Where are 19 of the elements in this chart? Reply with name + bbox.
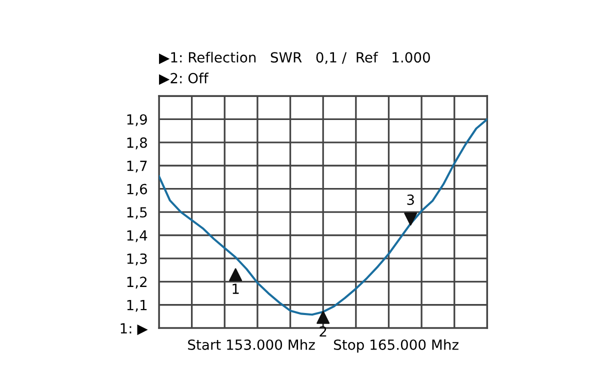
y-tick-label: 1,1 xyxy=(127,300,147,312)
point xyxy=(404,212,418,226)
annotation: 1 xyxy=(232,284,239,294)
annotation: 2 xyxy=(320,326,326,337)
x-axis-title: Start 153.000 Mhz Stop 165.000 Mhz xyxy=(188,339,458,353)
point xyxy=(229,268,242,282)
y-tick-label: 1,6 xyxy=(127,184,148,196)
y-tick-label: 1,8 xyxy=(127,137,147,150)
annotation: 3 xyxy=(407,194,414,205)
chart-subtitle: ▶2: Off xyxy=(159,72,209,85)
y-tick-label: 1,4 xyxy=(127,230,148,242)
y-tick-label: 1: ▶ xyxy=(120,323,148,336)
y-tick-label: 1,9 xyxy=(127,114,147,126)
point xyxy=(316,310,330,324)
y-tick-label: 1,3 xyxy=(127,253,147,266)
chart-title: ▶1: Reflection SWR 0,1 / Ref 1.000 xyxy=(159,52,430,64)
y-tick-label: 1,5 xyxy=(127,207,147,219)
y-tick-label: 1,7 xyxy=(127,160,147,173)
y-tick-label: 1,2 xyxy=(127,276,146,289)
